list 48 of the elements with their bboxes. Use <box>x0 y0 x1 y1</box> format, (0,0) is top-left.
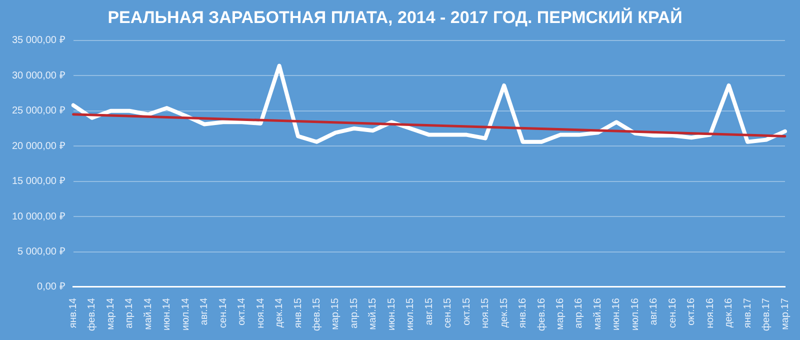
x-tick-label: авг.14 <box>199 298 210 326</box>
y-tick-label: 15 000,00 ₽ <box>12 176 66 188</box>
x-tick-label: мар.14 <box>105 298 116 330</box>
y-tick-label: 5 000,00 ₽ <box>18 246 66 258</box>
x-tick-label: май.14 <box>142 298 154 330</box>
chart-title: РЕАЛЬНАЯ ЗАРАБОТНАЯ ПЛАТА, 2014 - 2017 ГОД. ПЕРМСКИЙ КРАЙ <box>108 6 682 27</box>
x-tick-label: янв.16 <box>518 298 529 328</box>
x-tick-label: авг.15 <box>424 298 435 326</box>
x-tick-label: сен.15 <box>442 298 454 328</box>
y-tick-label: 35 000,00 ₽ <box>12 35 66 46</box>
x-tick-label: ноя.15 <box>480 298 492 328</box>
x-tick-label: июл.14 <box>180 298 192 331</box>
x-tick-label: июл.15 <box>405 298 416 331</box>
x-tick-label: мар.17 <box>780 298 791 330</box>
x-tick-label: сен.14 <box>218 298 229 328</box>
y-tick-label: 0,00 ₽ <box>37 282 66 293</box>
x-tick-label: мар.16 <box>554 298 566 330</box>
x-tick-label: фев.17 <box>761 298 772 332</box>
x-tick-label: окт.16 <box>686 298 698 326</box>
x-tick-label: янв.15 <box>292 298 304 328</box>
x-tick-label: авг.16 <box>648 298 660 326</box>
x-tick-label: фев.16 <box>536 298 548 332</box>
x-tick-label: янв.14 <box>68 298 80 328</box>
x-tick-label: янв.17 <box>742 298 754 328</box>
x-tick-label: июн.16 <box>611 298 622 331</box>
x-tick-label: фев.15 <box>312 298 323 332</box>
y-tick-label: 30 000,00 ₽ <box>12 70 66 82</box>
y-tick-label: 20 000,00 ₽ <box>12 140 66 152</box>
y-tick-label: 25 000,00 ₽ <box>12 106 66 117</box>
x-tick-label: июл.16 <box>630 298 641 331</box>
x-tick-label: апр.14 <box>124 298 136 328</box>
x-tick-label: окт.14 <box>236 298 248 326</box>
x-tick-label: сен.16 <box>667 298 678 328</box>
x-tick-label: ноя.14 <box>255 298 266 328</box>
x-tick-label: июн.15 <box>386 298 398 331</box>
y-tick-label: 10 000,00 ₽ <box>12 211 66 222</box>
x-tick-label: май.15 <box>368 298 379 330</box>
x-tick-label: июн.14 <box>162 298 173 331</box>
x-tick-label: дек.16 <box>724 298 735 328</box>
x-tick-label: апр.16 <box>574 298 585 328</box>
x-tick-label: фев.14 <box>86 298 98 332</box>
x-tick-label: ноя.16 <box>704 298 716 328</box>
x-tick-label: май.16 <box>592 298 604 330</box>
x-tick-label: мар.15 <box>330 298 342 330</box>
x-tick-label: апр.15 <box>348 298 360 328</box>
x-tick-label: дек.14 <box>274 298 286 328</box>
x-tick-label: дек.15 <box>498 298 510 328</box>
x-tick-label: окт.15 <box>461 298 472 326</box>
